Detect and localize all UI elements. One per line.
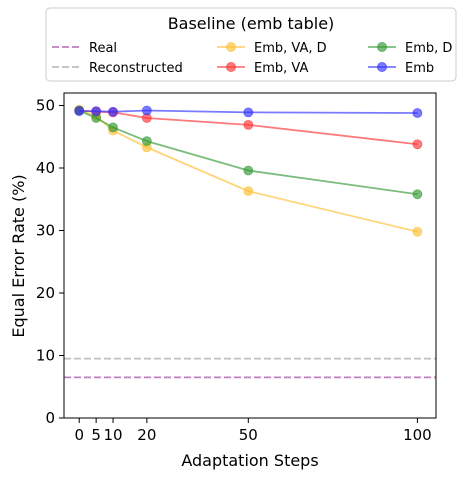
- legend-entries: Real Reconstructed Emb, VA, D Emb, VA Emb, D…: [52, 41, 452, 76]
- x-tick-label-3: 20: [137, 426, 156, 444]
- y-tick-label-3: 30: [36, 222, 55, 240]
- y-tick-label-1: 10: [36, 347, 55, 365]
- legend-entry-0: Real: [52, 41, 117, 56]
- y-tick-label-5: 50: [36, 97, 55, 115]
- x-tick-label-4: 50: [239, 426, 258, 444]
- legend-marker-5: [377, 62, 387, 72]
- legend-title: Baseline (emb table): [168, 14, 335, 33]
- x-tick-label-1: 5: [91, 426, 101, 444]
- data-point-3-5: [412, 108, 423, 118]
- data-point-3-1: [91, 106, 102, 117]
- data-point-2-3: [141, 136, 152, 147]
- legend-frame: [45, 7, 457, 82]
- legend-label-5: Emb: [405, 61, 434, 76]
- legend-label-2: Emb, VA, D: [254, 41, 327, 56]
- data-point-0-4: [243, 186, 254, 197]
- data-point-2-4: [243, 165, 254, 176]
- data-point-1-4: [243, 119, 254, 130]
- legend-entry-4: Emb, D: [368, 41, 452, 56]
- data-point-1-5: [412, 139, 423, 150]
- data-point-3-4: [243, 107, 254, 118]
- data-point-0-5: [412, 226, 423, 237]
- data-point-3-3: [141, 105, 152, 116]
- legend: Baseline (emb table) Real Reconstructed Em…: [45, 7, 457, 82]
- y-tick-label-0: 0: [45, 409, 55, 427]
- legend-marker-4: [377, 42, 387, 52]
- x-tick-label-0: 0: [74, 426, 84, 444]
- x-tick-label-5: 100: [403, 426, 432, 444]
- legend-label-4: Emb, D: [405, 41, 452, 56]
- data-point-3-0: [74, 106, 85, 117]
- legend-label-1: Reconstructed: [89, 61, 183, 76]
- data-point-2-2: [108, 122, 118, 133]
- legend-label-3: Emb, VA: [254, 61, 308, 76]
- legend-entry-3: Emb, VA: [217, 61, 308, 76]
- y-tick-label-4: 40: [36, 159, 55, 177]
- legend-marker-3: [226, 62, 236, 72]
- data-point-2-5: [412, 189, 423, 200]
- x-axis-label: Adaptation Steps: [181, 451, 318, 470]
- y-axis-label: Equal Error Rate (%): [9, 174, 28, 337]
- x-tick-label-2: 10: [103, 426, 122, 444]
- legend-entry-1: Reconstructed: [52, 61, 183, 76]
- y-tick-label-2: 20: [36, 284, 55, 302]
- data-point-3-2: [108, 106, 118, 117]
- legend-entry-5: Emb: [368, 61, 434, 76]
- legend-marker-2: [226, 42, 236, 52]
- axes-frame: [63, 92, 437, 419]
- legend-label-0: Real: [89, 41, 117, 56]
- legend-entry-2: Emb, VA, D: [217, 41, 327, 56]
